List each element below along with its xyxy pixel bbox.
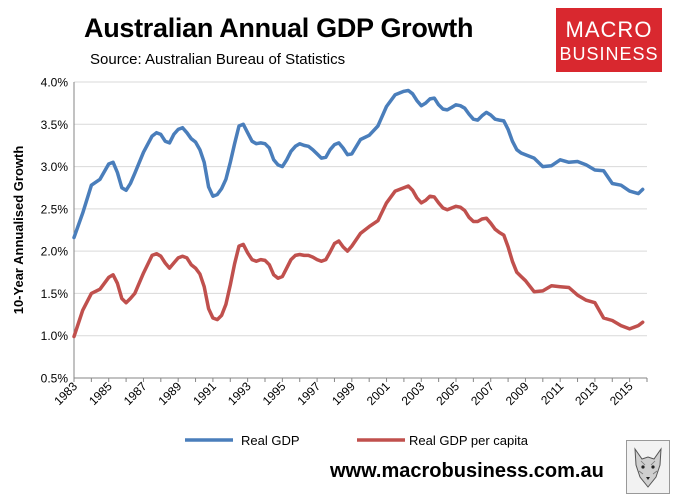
x-tick-label: 1997: [294, 379, 323, 408]
x-tick-label: 2009: [503, 379, 532, 408]
y-axis-title: 10-Year Annualised Growth: [11, 146, 26, 315]
x-tick-label: 1989: [156, 379, 185, 408]
chart-subtitle: Source: Australian Bureau of Statistics: [90, 51, 346, 68]
series-line-real-gdp-per-capita: [72, 184, 645, 339]
y-tick-label: 1.0%: [41, 329, 69, 343]
wolf-logo-icon: [626, 440, 670, 494]
brand-logo-line1: MACRO: [565, 17, 653, 42]
x-tick-label: 2005: [433, 379, 462, 408]
x-tick-label: 1985: [86, 379, 115, 408]
x-tick-label: 2001: [364, 379, 393, 408]
series-line-real-gdp: [72, 88, 645, 240]
y-tick-label: 2.5%: [41, 202, 69, 216]
y-tick-label: 4.0%: [41, 76, 69, 90]
x-tick-label: 1999: [329, 379, 358, 408]
y-tick-label: 3.5%: [41, 118, 69, 132]
footer-url: www.macrobusiness.com.au: [330, 460, 604, 482]
x-tick-label: 2015: [607, 379, 636, 408]
y-tick-label: 1.5%: [41, 287, 69, 301]
x-tick-label: 2013: [572, 379, 601, 408]
x-tick-label: 2011: [538, 379, 566, 407]
x-tick-label: 2007: [468, 379, 497, 408]
wolf-logo-drawing: [634, 447, 662, 488]
legend-label-real-gdp: Real GDP: [241, 433, 300, 448]
brand-logo-line2: BUSINESS: [559, 44, 659, 64]
chart-title: Australian Annual GDP Growth: [84, 13, 474, 43]
x-tick-label: 1993: [225, 379, 254, 408]
y-tick-label: 2.0%: [41, 245, 69, 259]
brand-logo: MACRO BUSINESS: [556, 8, 662, 72]
y-tick-label: 3.0%: [41, 160, 69, 174]
x-tick-label: 1995: [260, 379, 289, 408]
y-tick-label: 0.5%: [41, 372, 69, 386]
x-tick-label: 1987: [121, 379, 150, 408]
x-tick-label: 2003: [399, 379, 428, 408]
legend-label-real-gdp-per-capita: Real GDP per capita: [409, 433, 529, 448]
x-tick-label: 1991: [190, 379, 219, 408]
